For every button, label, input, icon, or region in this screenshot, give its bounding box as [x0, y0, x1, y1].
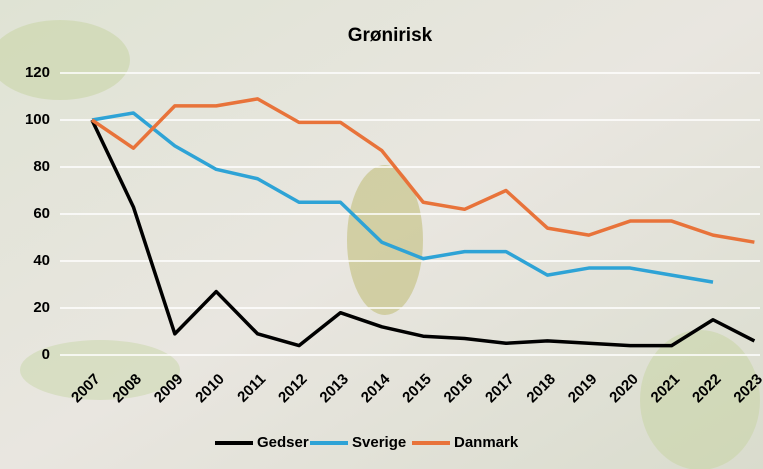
y-tick-label: 20 [33, 299, 50, 316]
legend-label: Gedser [257, 434, 309, 451]
y-tick-label: 60 [33, 205, 50, 222]
y-tick-label: 40 [33, 252, 50, 269]
y-tick-label: 100 [25, 111, 50, 128]
y-tick-label: 0 [42, 346, 50, 363]
y-tick-label: 80 [33, 158, 50, 175]
y-tick-label: 120 [25, 64, 50, 81]
legend-label: Danmark [454, 434, 519, 451]
legend-label: Sverige [352, 434, 406, 451]
legend: Gedser Sverige Danmark [215, 434, 519, 451]
chart-title: Grønirisk [348, 25, 433, 46]
page: {"chart_data": {"type": "line", "title":… [0, 0, 763, 469]
chart: Grønirisk Gedser Sverige Danmark 0 20 40 60 80… [0, 0, 763, 469]
